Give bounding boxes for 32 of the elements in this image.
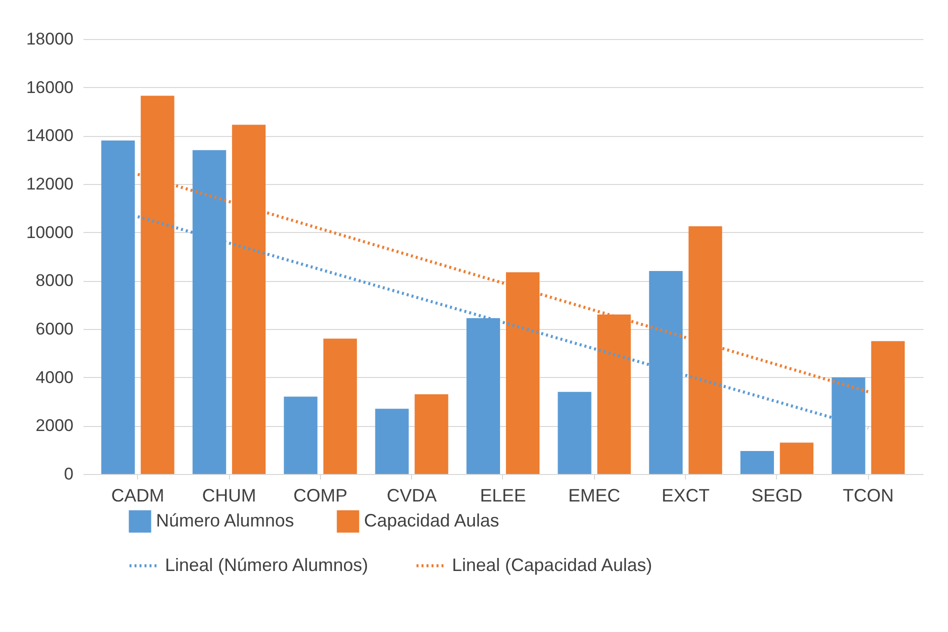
bar	[284, 396, 318, 474]
x-tick-label: COMP	[293, 486, 348, 506]
bar	[375, 408, 409, 474]
x-tick-label: EXCT	[662, 486, 710, 506]
x-tick-label: CVDA	[386, 486, 437, 506]
x-tick-label: ELEE	[480, 486, 526, 506]
bar	[558, 392, 592, 474]
x-tick-label: CHUM	[202, 486, 256, 506]
y-tick-label: 6000	[36, 320, 74, 338]
legend-label: Lineal (Capacidad Aulas)	[452, 554, 652, 575]
bar	[740, 451, 774, 474]
y-tick-label: 2000	[36, 416, 74, 436]
bar	[780, 442, 814, 474]
bar	[414, 394, 448, 474]
legend-label: Número Alumnos	[156, 510, 294, 530]
y-tick-label: 16000	[26, 78, 74, 97]
bar	[871, 341, 905, 474]
x-tick-label: CADM	[111, 486, 164, 506]
x-tick-label: TCON	[842, 486, 894, 506]
y-tick-label: 10000	[26, 222, 74, 242]
x-tick-label: SEGD	[751, 486, 802, 506]
legend-label: Lineal (Número Alumnos)	[165, 554, 368, 575]
bar	[323, 338, 357, 474]
y-tick-label: 18000	[26, 30, 74, 48]
legend-label: Capacidad Aulas	[364, 510, 500, 530]
y-tick-label: 0	[64, 464, 74, 484]
y-tick-label: 12000	[26, 174, 74, 194]
x-tick-label: EMEC	[568, 486, 620, 506]
bar	[101, 140, 135, 474]
y-tick-label: 14000	[26, 126, 74, 146]
y-tick-label: 8000	[36, 271, 74, 290]
y-tick-label: 4000	[36, 368, 74, 387]
